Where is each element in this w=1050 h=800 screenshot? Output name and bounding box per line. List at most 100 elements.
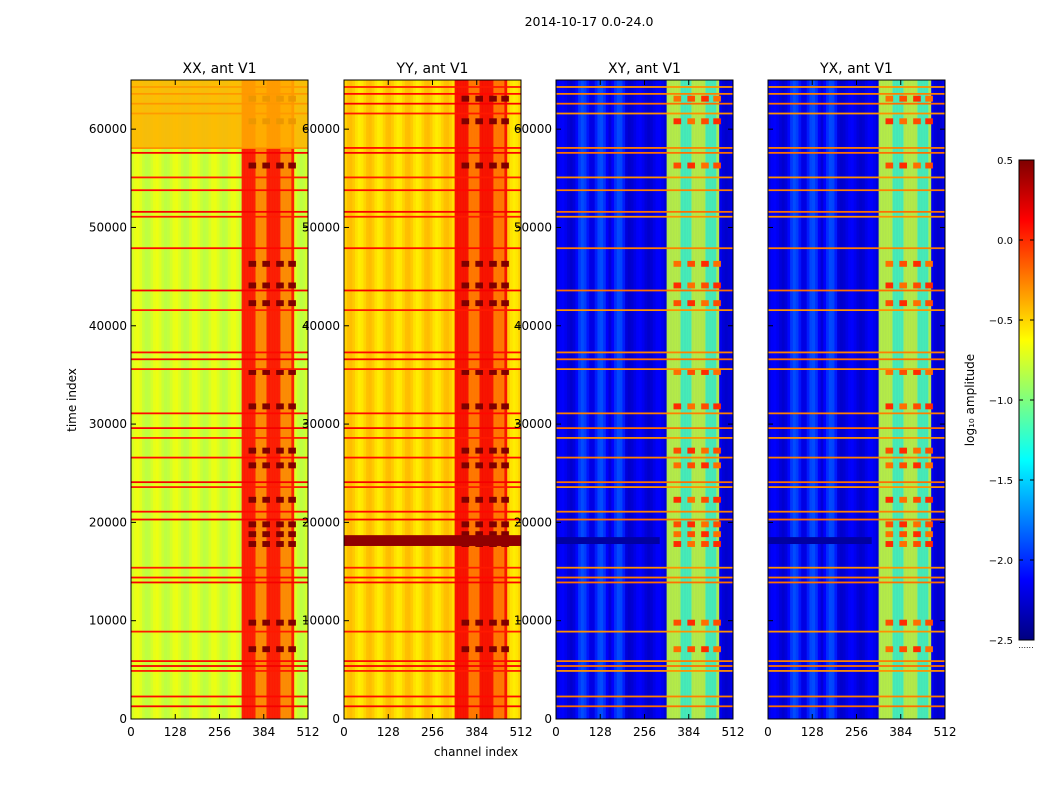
heatmap-column <box>600 80 604 719</box>
heatmap-column <box>178 80 182 719</box>
heatmap-column <box>655 80 659 719</box>
x-tick-label: 128 <box>589 725 612 739</box>
heatmap-burst <box>925 541 933 547</box>
y-tick-label: 50000 <box>89 220 127 234</box>
heatmap-burst <box>925 300 933 307</box>
heatmap-burst <box>701 646 709 653</box>
heatmap-column <box>815 80 819 719</box>
heatmap-column <box>886 80 890 719</box>
heatmap-column <box>366 80 370 719</box>
heatmap-column <box>644 80 648 719</box>
x-tick-label: 128 <box>801 725 824 739</box>
heatmap-burst <box>475 496 483 503</box>
y-tick-label: 30000 <box>302 417 340 431</box>
heatmap-burst <box>248 462 257 469</box>
flagged-row <box>556 289 733 292</box>
heatmap-burst <box>913 447 921 454</box>
flagged-row <box>556 427 733 429</box>
colorbar-tick-label: −2.0 <box>989 556 1013 567</box>
heatmap-column <box>142 80 146 719</box>
heatmap-column <box>773 80 777 719</box>
flagged-row <box>556 412 733 415</box>
flagged-row <box>131 309 308 312</box>
heatmap-column <box>803 80 808 719</box>
heatmap-burst <box>501 260 509 267</box>
heatmap-column <box>630 80 634 719</box>
flagged-row <box>131 486 308 488</box>
heatmap-burst <box>276 496 284 503</box>
heatmap-burst <box>925 282 933 289</box>
heatmap-column <box>795 80 799 719</box>
y-axis-label: time index <box>65 368 79 432</box>
heatmap-column <box>296 80 301 719</box>
heatmap-burst <box>899 541 907 547</box>
heatmap-burst <box>701 496 709 503</box>
heatmap-column <box>299 80 303 719</box>
flagged-row <box>768 518 945 521</box>
flagged-row <box>131 566 308 569</box>
flagged-row <box>556 86 733 88</box>
heatmap-column <box>283 80 287 719</box>
y-tick-label: 10000 <box>514 614 552 628</box>
flagged-row <box>768 576 945 579</box>
heatmap-column <box>875 80 879 719</box>
x-tick-label: 256 <box>421 725 444 739</box>
heatmap-column <box>616 80 620 719</box>
heatmap-burst <box>913 403 921 410</box>
heatmap-burst <box>885 496 894 503</box>
heatmap-burst <box>475 403 483 410</box>
heatmap-burst <box>713 260 721 267</box>
heatmap-burst <box>276 403 284 410</box>
heatmap-column <box>708 80 712 719</box>
heatmap-column <box>881 80 885 719</box>
heatmap-column <box>493 80 497 719</box>
heatmap-burst <box>673 369 682 375</box>
x-tick-label: 384 <box>889 725 912 739</box>
heatmap-column <box>393 80 397 719</box>
heatmap-column <box>133 80 137 719</box>
flagged-row <box>556 437 733 439</box>
heatmap-column <box>685 80 690 719</box>
heatmap-burst <box>461 531 470 538</box>
heatmap-column <box>589 80 593 719</box>
heatmap-column <box>674 80 678 719</box>
heatmap-burst <box>925 95 933 102</box>
flagged-row <box>344 112 521 115</box>
heatmap-burst <box>501 300 509 307</box>
heatmap-column <box>658 80 662 719</box>
heatmap-burst <box>913 619 921 626</box>
heatmap-column <box>594 80 598 719</box>
heatmap-column <box>931 80 935 719</box>
flagged-row <box>556 102 733 105</box>
heatmap-burst <box>913 162 921 169</box>
heatmap-column <box>139 80 143 719</box>
heatmap-column <box>236 80 240 719</box>
heatmap-column <box>683 80 687 719</box>
heatmap-burst <box>489 282 497 289</box>
heatmap-burst <box>687 496 695 503</box>
flagged-row <box>344 189 521 192</box>
heatmap-burst <box>899 531 907 538</box>
heatmap-column <box>485 80 489 719</box>
heatmap-column <box>200 80 204 719</box>
heatmap-burst <box>925 162 933 169</box>
panel-title: YX, ant V1 <box>819 61 893 77</box>
heatmap-burst <box>489 260 497 267</box>
heatmap-burst <box>885 403 894 410</box>
heatmap-burst <box>501 496 509 503</box>
heatmap-region <box>131 80 308 149</box>
heatmap-column <box>719 80 723 719</box>
heatmap-burst <box>489 95 497 102</box>
flagged-row <box>768 247 945 250</box>
heatmap-burst <box>713 531 721 538</box>
heatmap-burst <box>885 369 894 375</box>
heatmap-burst <box>701 521 709 528</box>
flagged-row <box>344 351 521 354</box>
flagged-row <box>344 412 521 415</box>
heatmap-burst <box>475 646 483 653</box>
heatmap-column <box>482 80 486 719</box>
flagged-row <box>344 581 521 584</box>
heatmap-column <box>349 80 353 719</box>
heatmap-column <box>556 80 560 719</box>
